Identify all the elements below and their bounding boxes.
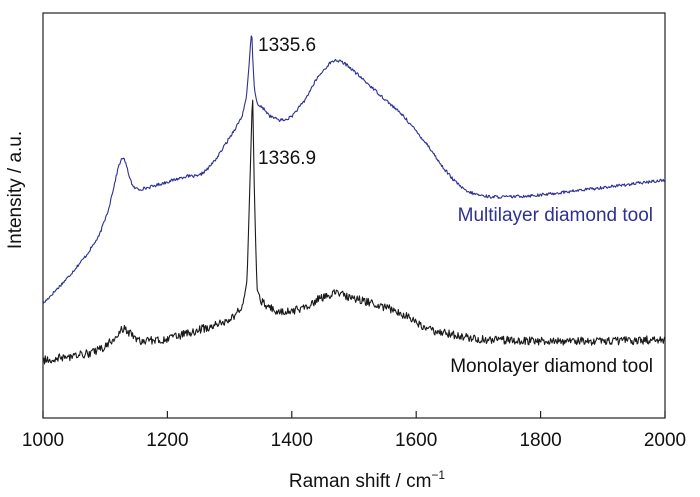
plot-border — [42, 12, 666, 419]
series-layer — [42, 35, 666, 365]
x-axis: 1000 1200 1400 1600 1800 2000 — [22, 411, 686, 451]
peak-annotation-1: 1336.9 — [258, 148, 316, 169]
x-tick-label-0: 1000 — [22, 430, 64, 451]
labels-layer: Raman shift / cm−1 Intensity / a.u. 1335.6… — [5, 35, 653, 492]
series-line-1 — [42, 99, 666, 365]
series-label-0: Multilayer diamond tool — [458, 205, 653, 226]
x-tick-label-1: 1200 — [146, 430, 188, 451]
x-tick-label-3: 1600 — [395, 430, 437, 451]
x-tick-label-2: 1400 — [271, 430, 313, 451]
series-line-0 — [42, 35, 666, 305]
series-label-1: Monolayer diamond tool — [450, 356, 653, 377]
y-axis-label: Intensity / a.u. — [5, 131, 26, 249]
plot-frame — [42, 12, 666, 419]
x-axis-label: Raman shift / cm−1 — [289, 468, 446, 492]
x-tick-label-5: 2000 — [644, 430, 686, 451]
x-tick-label-4: 1800 — [519, 430, 561, 451]
peak-annotation-0: 1335.6 — [258, 35, 316, 56]
x-axis-label-superscript: −1 — [431, 468, 445, 482]
